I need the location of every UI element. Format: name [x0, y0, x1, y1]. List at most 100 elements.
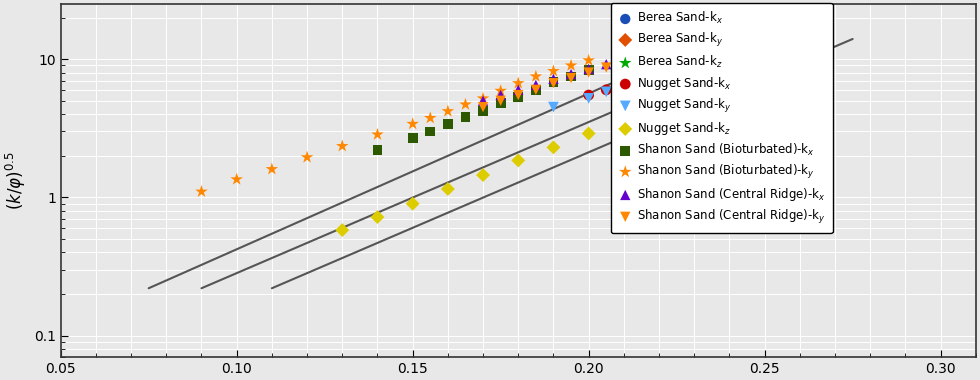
Nugget Sand-k$_x$ [634, 79, 650, 86]
Shanon Sand (Central Ridge)-k$_y$ [511, 92, 526, 98]
Berea Sand-k$_x$ [686, 59, 702, 65]
Shanon Sand (Bioturbated)-k$_x$ [528, 87, 544, 93]
Shanon Sand (Bioturbated)-k$_x$ [511, 94, 526, 100]
Legend: Berea Sand-k$_x$, Berea Sand-k$_y$, Berea Sand-k$_z$, Nugget Sand-k$_x$, Nugget : Berea Sand-k$_x$, Berea Sand-k$_y$, Bere… [612, 3, 833, 233]
Shanon Sand (Central Ridge)-k$_y$ [528, 87, 544, 93]
Shanon Sand (Bioturbated)-k$_x$ [405, 135, 420, 141]
Shanon Sand (Bioturbated)-k$_x$ [493, 100, 509, 106]
Shanon Sand (Central Ridge)-k$_y$ [581, 70, 597, 76]
Berea Sand-k$_z$ [634, 92, 650, 98]
Berea Sand-k$_x$ [704, 53, 719, 59]
Berea Sand-k$_z$ [686, 66, 702, 72]
Berea Sand-k$_y$ [757, 40, 772, 46]
Berea Sand-k$_x$ [652, 73, 667, 79]
Shanon Sand (Bioturbated)-k$_x$ [546, 79, 562, 86]
Nugget Sand-k$_z$ [475, 172, 491, 178]
Shanon Sand (Central Ridge)-k$_x$ [528, 82, 544, 88]
Shanon Sand (Central Ridge)-k$_x$ [564, 71, 579, 77]
Y-axis label: $(k/\varphi)^{0.5}$: $(k/\varphi)^{0.5}$ [4, 151, 28, 210]
Shanon Sand (Bioturbated)-k$_x$ [458, 114, 473, 120]
Nugget Sand-k$_z$ [440, 186, 456, 192]
Shanon Sand (Central Ridge)-k$_y$ [475, 104, 491, 110]
Shanon Sand (Central Ridge)-k$_y$ [599, 65, 614, 71]
Shanon Sand (Bioturbated)-k$_y$ [616, 46, 632, 52]
Shanon Sand (Bioturbated)-k$_x$ [475, 108, 491, 114]
Nugget Sand-k$_y$ [599, 89, 614, 95]
Nugget Sand-k$_x$ [581, 92, 597, 98]
Nugget Sand-k$_y$ [721, 59, 737, 65]
Shanon Sand (Bioturbated)-k$_y$ [299, 154, 315, 160]
Berea Sand-k$_x$ [739, 43, 755, 49]
Shanon Sand (Central Ridge)-k$_x$ [599, 61, 614, 67]
Shanon Sand (Bioturbated)-k$_y$ [581, 57, 597, 63]
Shanon Sand (Bioturbated)-k$_x$ [369, 147, 385, 153]
Nugget Sand-k$_x$ [668, 73, 684, 79]
Shanon Sand (Central Ridge)-k$_y$ [493, 98, 509, 104]
Berea Sand-k$_z$ [721, 53, 737, 59]
Shanon Sand (Bioturbated)-k$_y$ [511, 80, 526, 86]
Shanon Sand (Bioturbated)-k$_y$ [493, 88, 509, 94]
Berea Sand-k$_z$ [704, 59, 719, 65]
Shanon Sand (Central Ridge)-k$_x$ [616, 56, 632, 62]
Berea Sand-k$_z$ [668, 73, 684, 79]
Nugget Sand-k$_z$ [405, 201, 420, 207]
Berea Sand-k$_y$ [686, 62, 702, 68]
Shanon Sand (Bioturbated)-k$_x$ [564, 73, 579, 79]
Shanon Sand (Central Ridge)-k$_y$ [546, 80, 562, 86]
Nugget Sand-k$_y$ [739, 53, 755, 59]
Nugget Sand-k$_x$ [721, 56, 737, 62]
Berea Sand-k$_x$ [721, 48, 737, 54]
Shanon Sand (Bioturbated)-k$_y$ [369, 131, 385, 138]
Nugget Sand-k$_y$ [581, 95, 597, 101]
Nugget Sand-k$_y$ [668, 73, 684, 79]
Berea Sand-k$_y$ [668, 70, 684, 76]
Shanon Sand (Bioturbated)-k$_x$ [422, 128, 438, 135]
Shanon Sand (Central Ridge)-k$_x$ [511, 87, 526, 93]
Berea Sand-k$_x$ [634, 82, 650, 88]
Shanon Sand (Bioturbated)-k$_x$ [440, 121, 456, 127]
Berea Sand-k$_y$ [739, 45, 755, 51]
Shanon Sand (Bioturbated)-k$_x$ [721, 40, 737, 46]
Nugget Sand-k$_y$ [546, 104, 562, 110]
Shanon Sand (Central Ridge)-k$_y$ [564, 75, 579, 81]
Shanon Sand (Central Ridge)-k$_x$ [581, 66, 597, 72]
Shanon Sand (Bioturbated)-k$_y$ [475, 95, 491, 101]
Shanon Sand (Bioturbated)-k$_x$ [581, 67, 597, 73]
Shanon Sand (Bioturbated)-k$_y$ [229, 176, 245, 182]
Shanon Sand (Central Ridge)-k$_x$ [634, 52, 650, 58]
Nugget Sand-k$_y$ [686, 66, 702, 72]
Shanon Sand (Bioturbated)-k$_y$ [264, 166, 279, 172]
Berea Sand-k$_y$ [774, 36, 790, 42]
Shanon Sand (Central Ridge)-k$_x$ [493, 92, 509, 98]
Nugget Sand-k$_z$ [652, 98, 667, 104]
Nugget Sand-k$_x$ [757, 43, 772, 49]
Berea Sand-k$_y$ [652, 78, 667, 84]
Nugget Sand-k$_z$ [334, 227, 350, 233]
Shanon Sand (Bioturbated)-k$_y$ [528, 73, 544, 79]
Berea Sand-k$_y$ [704, 56, 719, 62]
Berea Sand-k$_y$ [721, 51, 737, 57]
Shanon Sand (Bioturbated)-k$_y$ [334, 143, 350, 149]
Nugget Sand-k$_z$ [581, 130, 597, 136]
Nugget Sand-k$_y$ [757, 48, 772, 54]
Berea Sand-k$_x$ [774, 34, 790, 40]
Nugget Sand-k$_z$ [546, 144, 562, 150]
Berea Sand-k$_x$ [668, 66, 684, 72]
Shanon Sand (Bioturbated)-k$_y$ [194, 188, 210, 195]
Berea Sand-k$_z$ [652, 82, 667, 88]
Nugget Sand-k$_z$ [634, 108, 650, 114]
Shanon Sand (Central Ridge)-k$_y$ [634, 55, 650, 61]
Berea Sand-k$_x$ [792, 30, 808, 36]
Nugget Sand-k$_z$ [616, 116, 632, 122]
Shanon Sand (Bioturbated)-k$_y$ [422, 115, 438, 121]
Shanon Sand (Bioturbated)-k$_x$ [652, 51, 667, 57]
Shanon Sand (Central Ridge)-k$_y$ [616, 59, 632, 65]
Nugget Sand-k$_x$ [599, 87, 614, 93]
Nugget Sand-k$_y$ [634, 82, 650, 88]
Shanon Sand (Bioturbated)-k$_y$ [546, 68, 562, 74]
Shanon Sand (Bioturbated)-k$_y$ [440, 108, 456, 114]
Nugget Sand-k$_z$ [369, 214, 385, 220]
Shanon Sand (Bioturbated)-k$_x$ [686, 45, 702, 51]
Shanon Sand (Bioturbated)-k$_x$ [616, 57, 632, 63]
Shanon Sand (Central Ridge)-k$_x$ [475, 98, 491, 104]
